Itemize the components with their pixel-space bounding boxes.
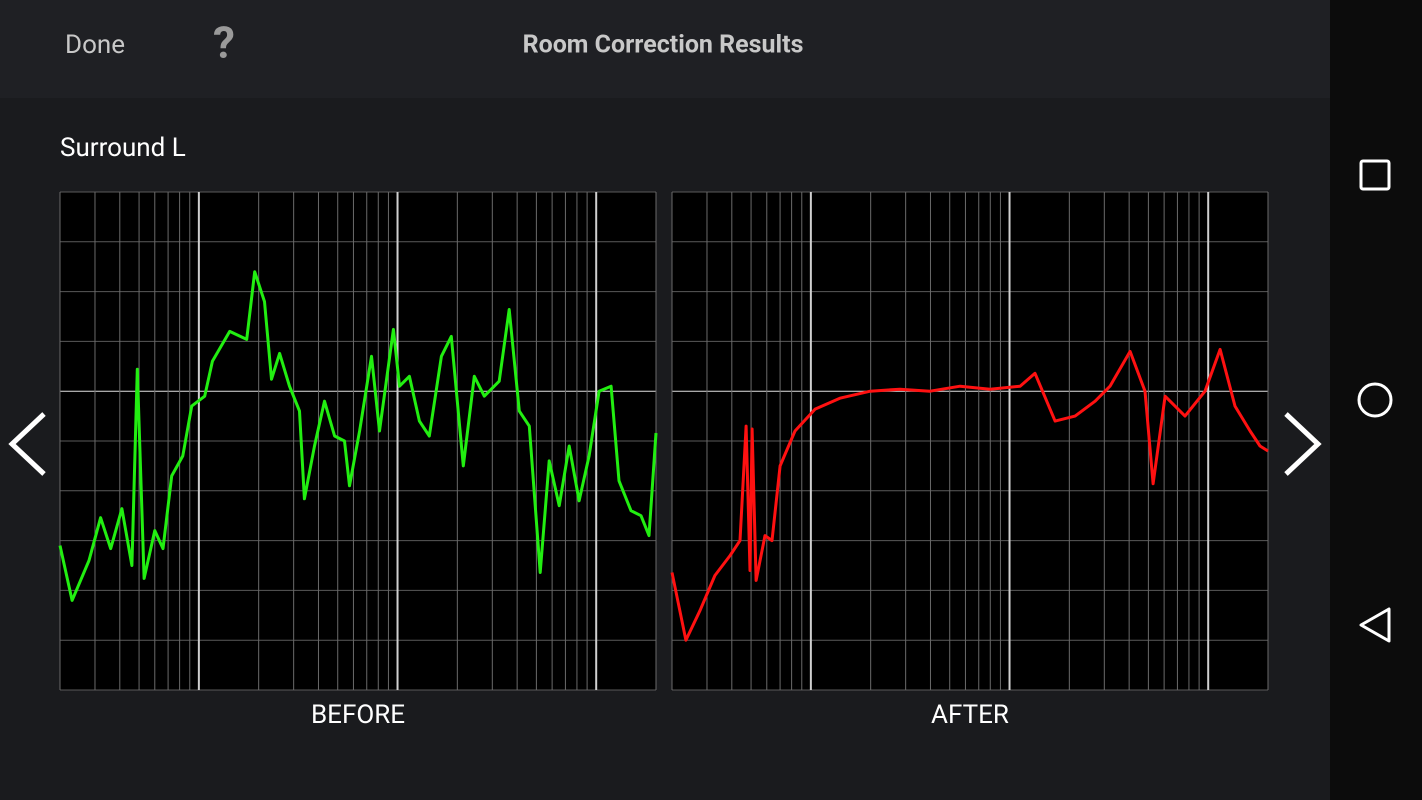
channel-name: Surround L bbox=[60, 133, 186, 163]
help-button[interactable]: ? bbox=[213, 17, 235, 69]
prev-arrow[interactable] bbox=[8, 412, 46, 476]
next-arrow[interactable] bbox=[1284, 412, 1322, 476]
back-button[interactable] bbox=[1359, 607, 1391, 643]
chart-label: BEFORE bbox=[311, 700, 405, 730]
title: Room Correction Results bbox=[523, 31, 804, 60]
recents-button[interactable] bbox=[1359, 159, 1391, 191]
nav-bar bbox=[1330, 0, 1422, 800]
response-line bbox=[670, 347, 1269, 642]
home-button[interactable] bbox=[1357, 382, 1393, 418]
top-bar bbox=[0, 0, 1330, 98]
done-button[interactable]: Done bbox=[65, 30, 125, 60]
chart-label: AFTER bbox=[931, 700, 1009, 730]
response-line bbox=[58, 270, 658, 602]
